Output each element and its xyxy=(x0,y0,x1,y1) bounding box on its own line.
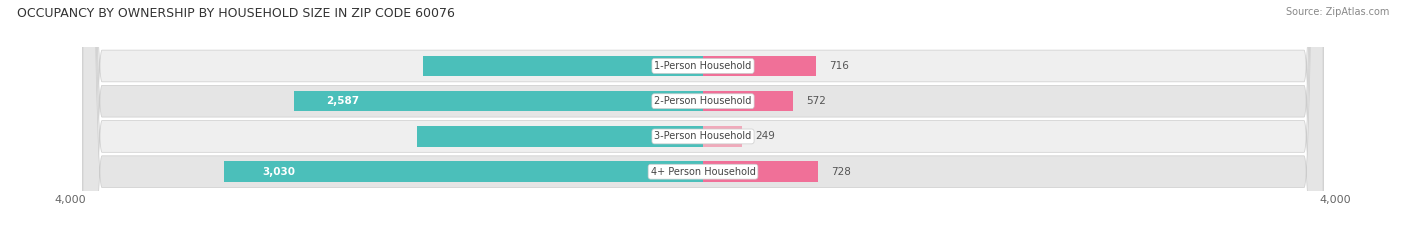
Text: 4+ Person Household: 4+ Person Household xyxy=(651,167,755,177)
FancyBboxPatch shape xyxy=(83,0,1323,233)
Text: Source: ZipAtlas.com: Source: ZipAtlas.com xyxy=(1285,7,1389,17)
Bar xyxy=(416,126,703,147)
Bar xyxy=(703,161,818,182)
Text: 1,770: 1,770 xyxy=(658,61,688,71)
Bar xyxy=(703,126,742,147)
Bar xyxy=(294,91,703,111)
Text: 1-Person Household: 1-Person Household xyxy=(654,61,752,71)
Text: 716: 716 xyxy=(830,61,849,71)
Text: 3,030: 3,030 xyxy=(262,167,295,177)
Text: 249: 249 xyxy=(755,131,775,141)
FancyBboxPatch shape xyxy=(83,0,1323,233)
Text: 2-Person Household: 2-Person Household xyxy=(654,96,752,106)
Bar xyxy=(703,56,817,76)
FancyBboxPatch shape xyxy=(83,0,1323,233)
Text: 572: 572 xyxy=(806,96,825,106)
Text: OCCUPANCY BY OWNERSHIP BY HOUSEHOLD SIZE IN ZIP CODE 60076: OCCUPANCY BY OWNERSHIP BY HOUSEHOLD SIZE… xyxy=(17,7,454,20)
Text: 1,810: 1,810 xyxy=(658,131,688,141)
FancyBboxPatch shape xyxy=(83,0,1323,233)
Bar xyxy=(703,91,793,111)
Bar xyxy=(423,56,703,76)
Text: 728: 728 xyxy=(831,167,851,177)
Bar xyxy=(224,161,703,182)
Text: 2,587: 2,587 xyxy=(326,96,360,106)
Text: 3-Person Household: 3-Person Household xyxy=(654,131,752,141)
